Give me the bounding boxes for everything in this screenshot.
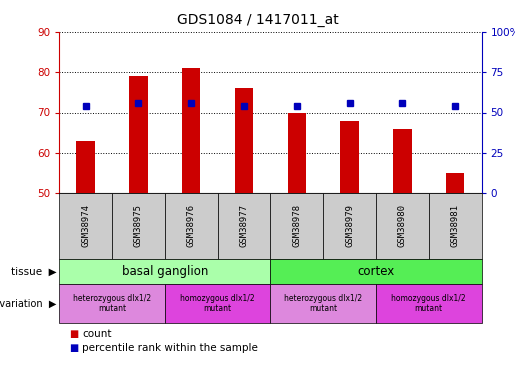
- Text: GSM38975: GSM38975: [134, 204, 143, 248]
- Text: heterozygous dlx1/2
mutant: heterozygous dlx1/2 mutant: [284, 294, 362, 313]
- Text: heterozygous dlx1/2
mutant: heterozygous dlx1/2 mutant: [73, 294, 151, 313]
- Text: basal ganglion: basal ganglion: [122, 265, 208, 278]
- Bar: [235, 88, 253, 193]
- Bar: [287, 112, 306, 193]
- Bar: [340, 121, 359, 193]
- Text: GDS1084 / 1417011_at: GDS1084 / 1417011_at: [177, 13, 338, 27]
- Text: homozygous dlx1/2
mutant: homozygous dlx1/2 mutant: [391, 294, 466, 313]
- Text: GSM38976: GSM38976: [187, 204, 196, 248]
- Text: homozygous dlx1/2
mutant: homozygous dlx1/2 mutant: [180, 294, 255, 313]
- Bar: [446, 173, 465, 193]
- Text: percentile rank within the sample: percentile rank within the sample: [82, 343, 259, 353]
- Text: genotype/variation  ▶: genotype/variation ▶: [0, 298, 57, 309]
- Text: ■: ■: [70, 343, 79, 353]
- Text: GSM38977: GSM38977: [239, 204, 248, 248]
- Text: tissue  ▶: tissue ▶: [11, 266, 57, 276]
- Bar: [182, 68, 200, 193]
- Text: GSM38978: GSM38978: [293, 204, 301, 248]
- Bar: [76, 141, 95, 193]
- Bar: [129, 76, 148, 193]
- Text: GSM38979: GSM38979: [345, 204, 354, 248]
- Bar: [393, 129, 411, 193]
- Text: GSM38980: GSM38980: [398, 204, 407, 248]
- Text: count: count: [82, 329, 112, 339]
- Text: GSM38974: GSM38974: [81, 204, 90, 248]
- Text: cortex: cortex: [357, 265, 394, 278]
- Text: ■: ■: [70, 329, 79, 339]
- Text: GSM38981: GSM38981: [451, 204, 459, 248]
